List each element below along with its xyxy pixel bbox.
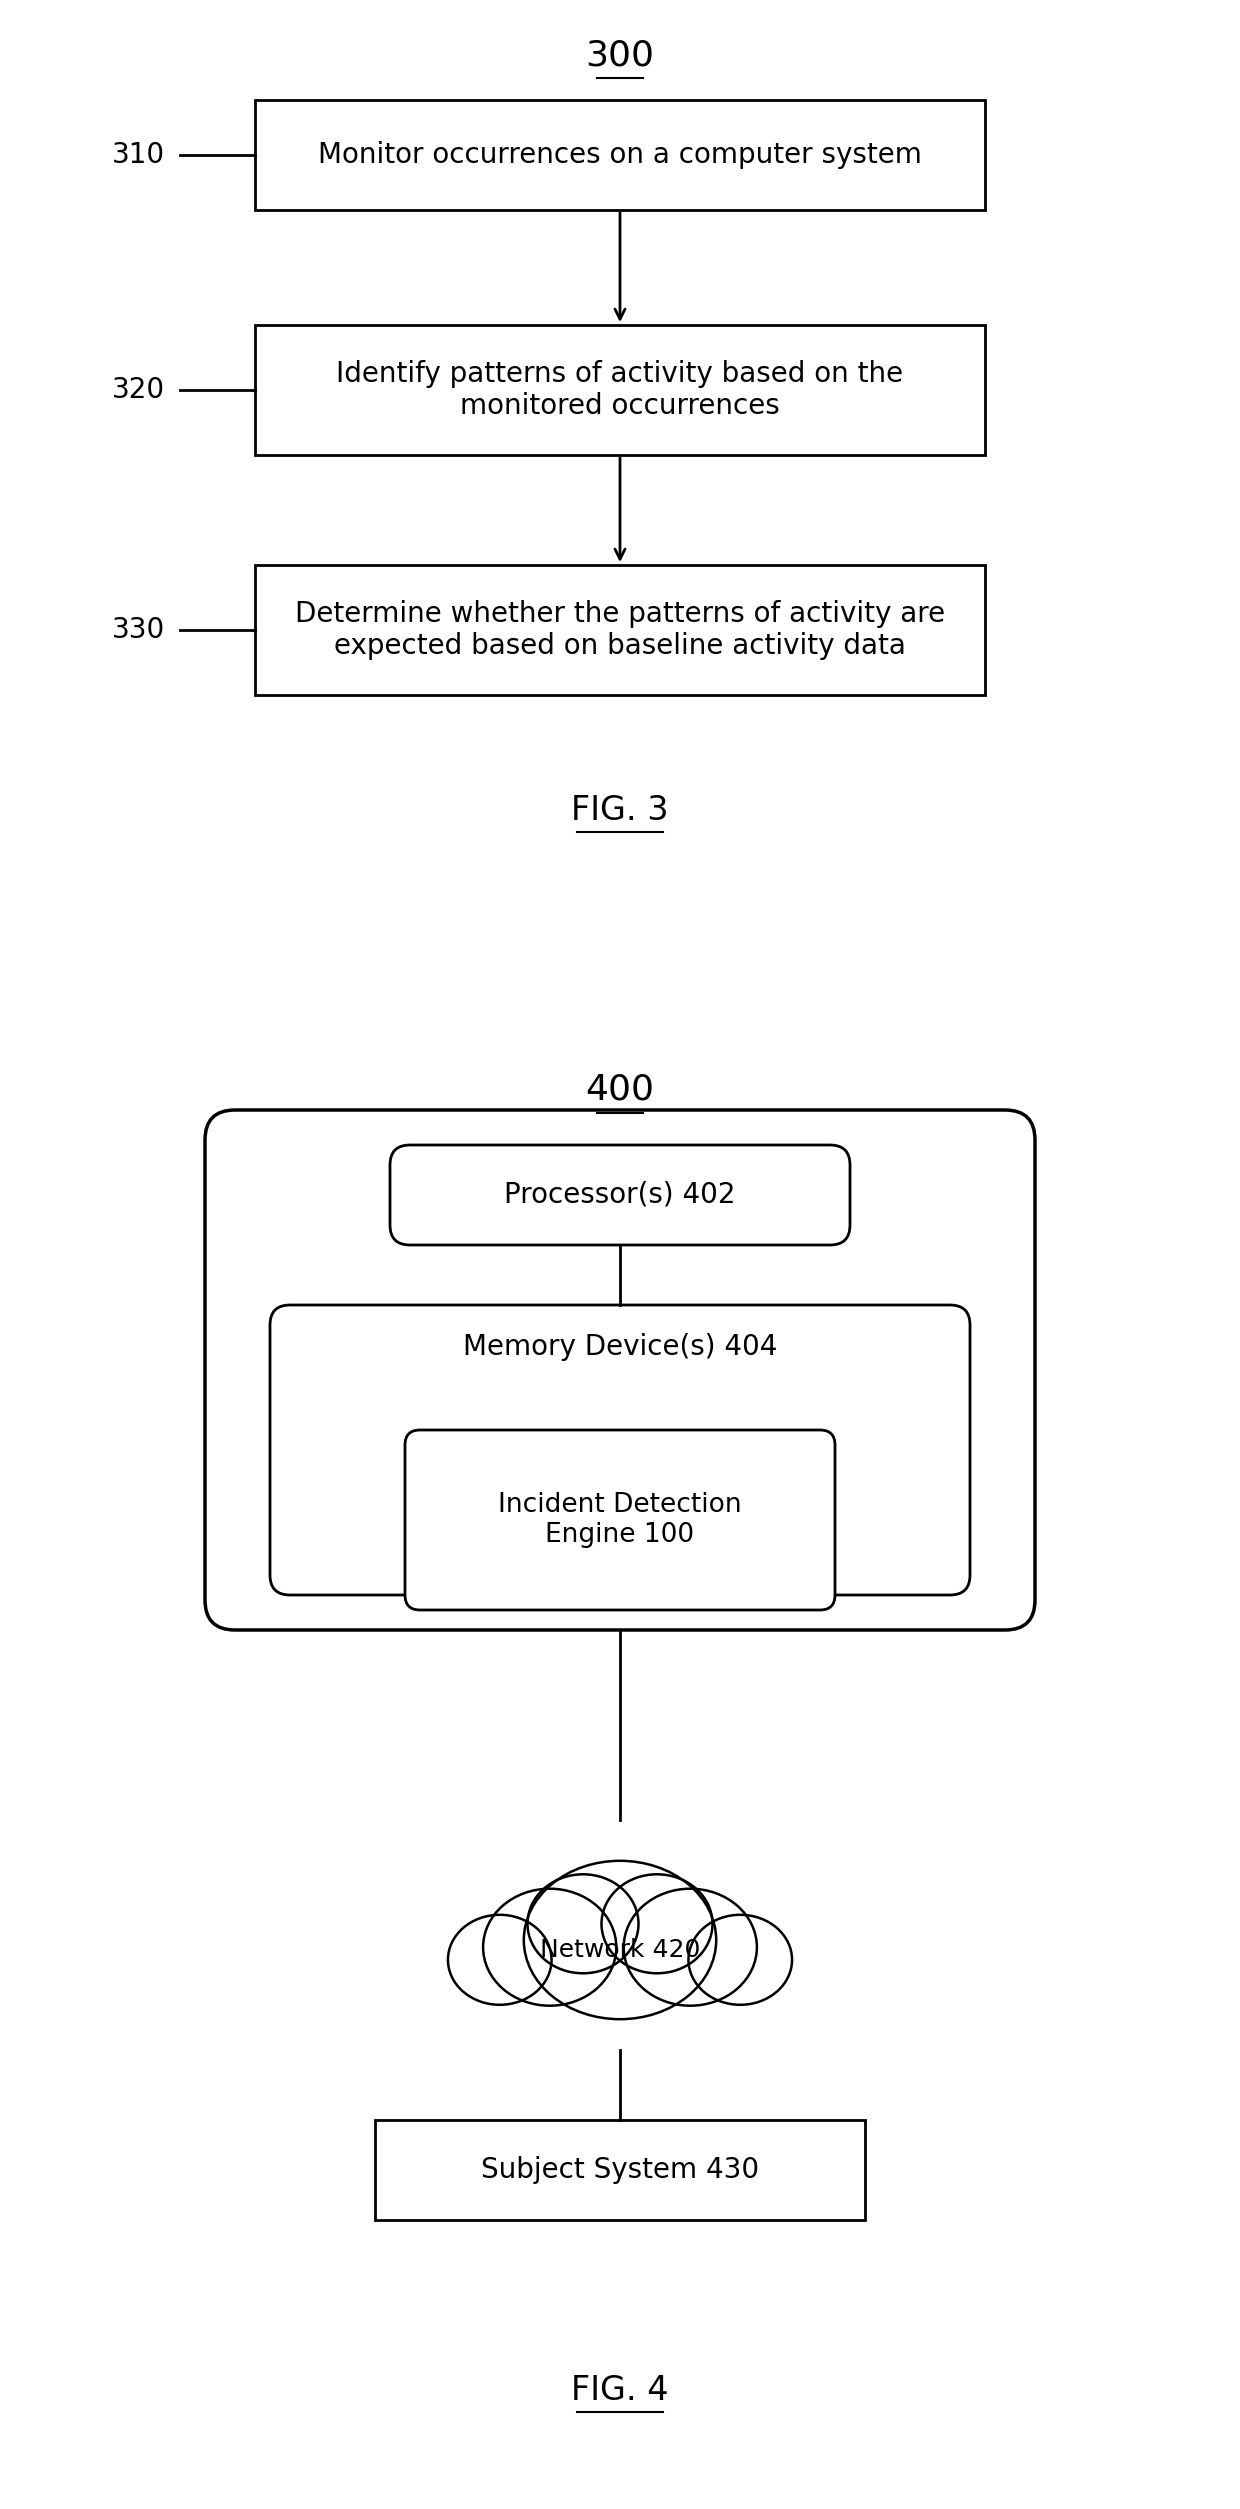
Ellipse shape (527, 1874, 639, 1972)
FancyBboxPatch shape (391, 1144, 849, 1244)
FancyBboxPatch shape (405, 1430, 835, 1611)
Ellipse shape (523, 1862, 717, 2020)
FancyBboxPatch shape (255, 100, 985, 211)
Ellipse shape (624, 1889, 756, 2005)
Text: 320: 320 (112, 376, 165, 404)
Text: Monitor occurrences on a computer system: Monitor occurrences on a computer system (319, 141, 921, 168)
Text: Incident Detection
Engine 100: Incident Detection Engine 100 (498, 1493, 742, 1548)
FancyBboxPatch shape (255, 326, 985, 454)
Ellipse shape (454, 1932, 786, 2030)
Text: 310: 310 (112, 141, 165, 168)
Text: Network 420: Network 420 (539, 1937, 701, 1962)
Ellipse shape (601, 1874, 713, 1972)
Text: 400: 400 (585, 1074, 655, 1106)
Text: Identify patterns of activity based on the
monitored occurrences: Identify patterns of activity based on t… (336, 359, 904, 419)
Ellipse shape (688, 1914, 792, 2005)
FancyBboxPatch shape (255, 565, 985, 695)
FancyBboxPatch shape (205, 1109, 1035, 1631)
FancyBboxPatch shape (374, 2120, 866, 2220)
Text: FIG. 4: FIG. 4 (572, 2374, 668, 2406)
Ellipse shape (484, 1889, 616, 2005)
FancyBboxPatch shape (270, 1305, 970, 1596)
Ellipse shape (448, 1914, 552, 2005)
Text: FIG. 3: FIG. 3 (572, 793, 668, 825)
Text: 330: 330 (112, 617, 165, 645)
Text: Memory Device(s) 404: Memory Device(s) 404 (463, 1332, 777, 1360)
Text: Processor(s) 402: Processor(s) 402 (505, 1182, 735, 1209)
Text: Subject System 430: Subject System 430 (481, 2155, 759, 2183)
Text: 300: 300 (585, 38, 655, 73)
Text: Determine whether the patterns of activity are
expected based on baseline activi: Determine whether the patterns of activi… (295, 600, 945, 660)
